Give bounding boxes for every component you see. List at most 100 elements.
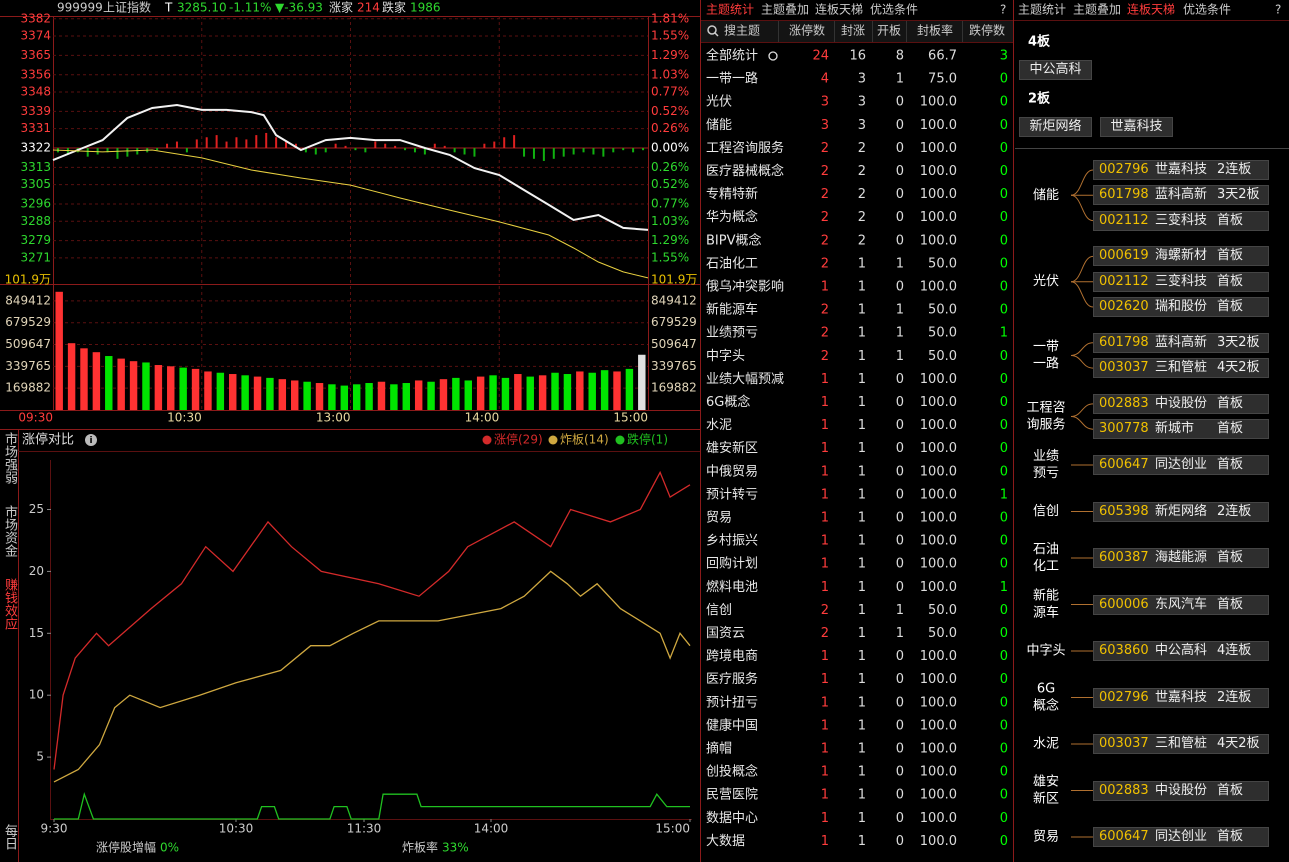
theme-name[interactable]: 新能源车 xyxy=(706,302,758,318)
tab[interactable]: 连板天梯 xyxy=(815,2,863,17)
volume-bar xyxy=(229,374,237,410)
column-header[interactable]: 跌停数 xyxy=(969,23,1005,38)
theme-name[interactable]: 业绩预亏 xyxy=(706,326,758,341)
theme-name[interactable]: 6G概念 xyxy=(706,394,750,410)
stock-chip[interactable]: 600647 同达创业 首板 xyxy=(1093,455,1269,475)
theme-name[interactable]: BIPV概念 xyxy=(706,232,762,248)
theme-name[interactable]: 石油化工 xyxy=(706,256,758,271)
theme-name[interactable]: 民营医院 xyxy=(706,788,758,803)
tab[interactable]: 优选条件 xyxy=(1183,3,1231,17)
breadth-bar xyxy=(344,145,347,149)
theme-cell: 8 xyxy=(896,49,904,64)
tab[interactable]: 主题叠加 xyxy=(1073,3,1121,17)
stock-button[interactable]: 中公高科 xyxy=(1019,60,1092,80)
tab[interactable]: 主题叠加 xyxy=(761,3,809,17)
y-tick-label: 10 xyxy=(29,688,44,702)
side-tab[interactable]: 每日 xyxy=(2,824,17,850)
side-tab[interactable]: 市场资金 xyxy=(2,505,17,557)
stock-chip[interactable]: 003037 三和管桩 4天2板 xyxy=(1093,734,1269,754)
volume-bar xyxy=(55,291,63,410)
theme-name[interactable]: 工程咨询服务 xyxy=(706,140,784,156)
stock-chip[interactable]: 000619 海螺新材 首板 xyxy=(1093,246,1269,267)
stock-chip[interactable]: 600006 东风汽车 首板 xyxy=(1093,594,1269,615)
column-header[interactable]: 封板率 xyxy=(917,23,953,38)
theme-name[interactable]: 大数据 xyxy=(706,834,745,849)
theme-cell: 2 xyxy=(821,603,829,618)
legend-dot xyxy=(482,435,492,445)
y-tick-label: 25 xyxy=(29,502,44,516)
theme-name[interactable]: 摘帽 xyxy=(706,741,732,757)
column-header[interactable]: 封涨 xyxy=(841,23,865,38)
stock-chip[interactable]: 603860 中公高科 4连板 xyxy=(1093,641,1269,661)
tab[interactable]: ? xyxy=(1275,3,1281,17)
stock-chip[interactable]: 002883 中设股份 首板 xyxy=(1093,780,1269,801)
breadth-bar xyxy=(175,141,178,149)
tab[interactable]: 优选条件 xyxy=(870,3,918,17)
tab[interactable]: ? xyxy=(1000,3,1006,17)
theme-name[interactable]: 中俄贸易 xyxy=(706,464,758,479)
theme-name[interactable]: 健康中国 xyxy=(706,717,758,733)
tab[interactable]: 主题统计 xyxy=(1018,3,1066,17)
volume-bar xyxy=(204,371,212,410)
group-label: 新区 xyxy=(1033,791,1059,807)
info-icon[interactable] xyxy=(85,434,97,446)
stock-chip[interactable]: 003037 三和管桩 4天2板 xyxy=(1093,358,1269,379)
stock-chip[interactable]: 600647 同达创业 首板 xyxy=(1093,827,1269,847)
theme-name[interactable]: 回购计划 xyxy=(706,556,758,572)
theme-cell: 0 xyxy=(896,164,904,179)
breadth-bar xyxy=(285,141,288,149)
theme-name[interactable]: 创投概念 xyxy=(706,764,758,780)
theme-name[interactable]: 燃料电池 xyxy=(706,579,758,595)
theme-name[interactable]: 医疗器械概念 xyxy=(706,163,784,179)
theme-name[interactable]: 储能 xyxy=(706,118,732,133)
stock-button[interactable]: 新炬网络 xyxy=(1019,117,1092,137)
theme-name[interactable]: 预计转亏 xyxy=(706,487,758,502)
theme-name[interactable]: 一带一路 xyxy=(706,71,758,87)
theme-name[interactable]: 专精特新 xyxy=(706,186,758,202)
stock-chip[interactable]: 601798 蓝科高新 3天2板 xyxy=(1093,332,1269,353)
theme-name[interactable]: 全部统计 xyxy=(706,48,758,64)
stock-code: 601798 xyxy=(1099,334,1149,350)
theme-cell: 100.0 xyxy=(920,441,957,456)
breadth-bar xyxy=(463,148,466,155)
side-tab[interactable]: 赚钱效应 xyxy=(2,578,17,630)
search-label[interactable]: 搜主题 xyxy=(724,23,760,38)
theme-name[interactable]: 业绩大幅预减 xyxy=(706,372,784,387)
stock-chip[interactable]: 002883 中设股份 首板 xyxy=(1093,393,1269,414)
stock-button[interactable]: 世嘉科技 xyxy=(1100,117,1173,137)
theme-cell: 100.0 xyxy=(920,788,957,803)
stock-chip[interactable]: 601798 蓝科高新 3天2板 xyxy=(1093,185,1269,206)
theme-name[interactable]: 预计扭亏 xyxy=(706,695,758,710)
side-tab[interactable]: 市场强弱 xyxy=(2,432,17,484)
connector xyxy=(1070,416,1094,430)
stock-chip[interactable]: 300778 新城市 首板 xyxy=(1093,419,1269,440)
stock-chip[interactable]: 002112 三变科技 首板 xyxy=(1093,210,1269,231)
theme-name[interactable]: 国资云 xyxy=(706,626,745,641)
stock-chip[interactable]: 002796 世嘉科技 2连板 xyxy=(1093,160,1269,180)
stock-chip[interactable]: 002620 瑞和股份 首板 xyxy=(1093,297,1269,317)
column-header[interactable]: 开板 xyxy=(877,24,901,38)
theme-name[interactable]: 水泥 xyxy=(706,418,732,433)
tab[interactable]: 主题统计 xyxy=(706,3,754,17)
theme-name[interactable]: 雄安新区 xyxy=(706,440,758,456)
theme-name[interactable]: 俄乌冲突影响 xyxy=(706,279,784,295)
theme-name[interactable]: 医疗服务 xyxy=(706,671,758,687)
theme-name[interactable]: 贸易 xyxy=(706,511,732,526)
theme-name[interactable]: 中字头 xyxy=(706,349,745,364)
stock-chip[interactable]: 002796 世嘉科技 2连板 xyxy=(1093,687,1269,708)
breadth-bar xyxy=(493,141,496,149)
theme-name[interactable]: 信创 xyxy=(706,603,732,618)
theme-name[interactable]: 华为概念 xyxy=(706,209,758,225)
theme-name[interactable]: 数据中心 xyxy=(706,811,758,826)
stock-chip[interactable]: 605398 新炬网络 2连板 xyxy=(1093,501,1269,522)
theme-name[interactable]: 光伏 xyxy=(706,95,732,110)
pct-tick-label: 1.29% xyxy=(651,48,689,62)
tab[interactable]: 连板天梯 xyxy=(1127,2,1175,17)
theme-name[interactable]: 乡村振兴 xyxy=(706,534,758,549)
stock-chip[interactable]: 002112 三变科技 首板 xyxy=(1093,271,1269,292)
y-tick-label: 3365 xyxy=(20,48,51,62)
stock-chip[interactable]: 600387 海越能源 首板 xyxy=(1093,548,1269,568)
theme-name[interactable]: 跨境电商 xyxy=(706,649,758,664)
theme-cell: 2 xyxy=(821,626,829,641)
column-header[interactable]: 涨停数 xyxy=(789,23,825,38)
